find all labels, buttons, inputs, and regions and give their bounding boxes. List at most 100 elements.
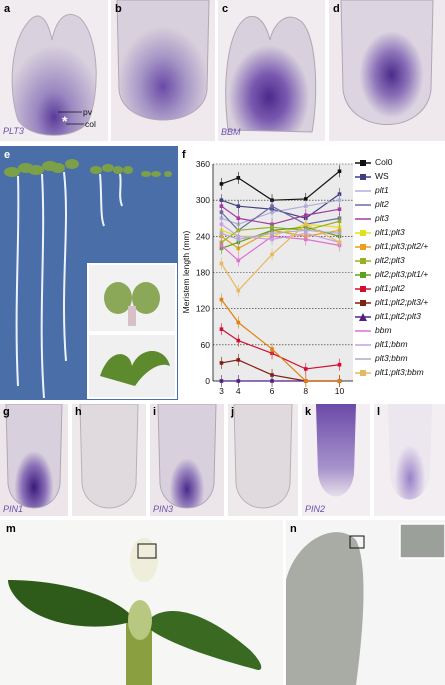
panel-label-f: f	[182, 149, 186, 161]
y-axis-label: Meristem length (mm)	[181, 231, 191, 314]
legend-item: plt2;plt3;plt1/+	[355, 268, 445, 282]
legend-label: plt1;plt3;plt2/+	[375, 241, 429, 251]
x-tick-label: 4	[236, 386, 241, 396]
legend-swatch	[355, 370, 371, 376]
panel-c-image: c BBM	[218, 0, 325, 141]
series-lines	[219, 165, 342, 387]
data-point	[236, 204, 241, 208]
data-point	[219, 216, 224, 221]
seedling-drawing	[8, 538, 262, 685]
root-tip-drawing	[316, 404, 356, 497]
panel-j-image: j	[228, 404, 298, 516]
data-point	[303, 213, 308, 218]
data-point	[236, 358, 241, 362]
data-point	[303, 204, 308, 208]
legend-item: plt1;plt2;plt3	[355, 310, 445, 324]
data-point	[236, 288, 241, 293]
panel-label-b: b	[115, 3, 122, 15]
legend-swatch	[355, 160, 371, 166]
root-tip-drawing	[116, 0, 210, 121]
panel-label-n: n	[290, 523, 297, 535]
meristem-chart: 0 60 120 180 240 300 360 3 4 6 8 10 Meristem lengt…	[181, 159, 353, 396]
y-tick-label: 240	[196, 231, 210, 241]
legend-label: plt2;plt3	[375, 255, 405, 265]
data-point	[236, 237, 241, 242]
data-point	[337, 198, 342, 202]
panel-label-i: i	[153, 406, 157, 418]
data-point	[219, 204, 224, 208]
legend-item: plt1;plt2	[355, 282, 445, 296]
data-point	[303, 237, 308, 242]
panel-label-d: d	[333, 3, 340, 15]
gene-label-pin1: PIN1	[3, 504, 24, 514]
data-point	[270, 231, 274, 236]
data-point	[236, 258, 241, 263]
data-point	[270, 198, 274, 202]
y-tick-label: 60	[201, 340, 211, 350]
legend-label: plt1;plt3	[375, 227, 405, 237]
seedlings-drawing	[0, 146, 178, 400]
panel-label-c: c	[222, 3, 229, 15]
data-point	[219, 182, 224, 186]
legend-swatch	[355, 300, 371, 306]
legend-swatch	[355, 358, 371, 360]
data-point	[303, 222, 308, 227]
legend-item: plt1	[355, 184, 445, 198]
y-axis-ticks: 0 60 120 180 240 300 360	[196, 159, 210, 386]
legend-label: plt2;plt3;plt1/+	[375, 269, 429, 279]
data-point	[219, 361, 224, 365]
annotation-pv: pv	[83, 107, 92, 117]
legend-item: plt1;plt3;bbm	[355, 366, 445, 380]
panel-f-chart: f 0 60 120 180 240 300 360 3 4 6 8 10 Meristem len…	[180, 146, 445, 400]
data-point	[337, 207, 342, 212]
gene-label-plt3: PLT3	[3, 126, 24, 136]
legend-swatch	[355, 204, 371, 206]
panel-i-image: i PIN3	[150, 404, 224, 516]
root-tip-drawing	[5, 404, 63, 509]
panel-k-image: k PIN2	[302, 404, 370, 516]
panel-label-j: j	[231, 406, 235, 418]
legend-label: plt1;bbm	[375, 339, 408, 349]
panel-n-image: n	[286, 520, 445, 685]
root-tip-drawing	[233, 404, 293, 509]
legend-swatch	[355, 218, 371, 220]
legend-item: plt3;bbm	[355, 352, 445, 366]
data-point	[270, 252, 274, 257]
x-tick-label: 3	[219, 386, 224, 396]
data-point	[219, 297, 224, 302]
data-point	[337, 231, 342, 236]
legend-label: plt3	[375, 213, 389, 223]
data-point	[270, 210, 274, 215]
legend-item: plt2;plt3	[355, 254, 445, 268]
data-point	[219, 210, 224, 215]
legend-swatch	[355, 330, 371, 332]
legend-label: plt2	[375, 199, 389, 209]
y-tick-label: 0	[205, 376, 210, 386]
annotation-lines	[58, 111, 84, 125]
legend-label: plt1;plt3;bbm	[375, 367, 424, 377]
legend-item: plt1;plt2;plt3/+	[355, 296, 445, 310]
panel-l-image: l	[374, 404, 445, 516]
annotation-star: *	[62, 113, 68, 129]
legend-label: plt1;plt2	[375, 283, 405, 293]
data-point	[337, 379, 342, 383]
panel-label-h: h	[75, 406, 82, 418]
y-tick-label: 180	[196, 268, 210, 278]
gene-label-pin3: PIN3	[153, 504, 174, 514]
legend-swatch	[355, 244, 371, 250]
data-point	[236, 338, 241, 343]
data-point	[236, 228, 241, 233]
panel-d-image: d	[329, 0, 445, 141]
panel-label-k: k	[305, 406, 312, 418]
legend-label: plt1;plt2;plt3/+	[375, 297, 429, 307]
legend-item: plt1;bbm	[355, 338, 445, 352]
y-tick-label: 300	[196, 195, 210, 205]
legend-swatch	[355, 258, 371, 264]
data-point	[219, 198, 224, 202]
data-point	[270, 347, 274, 351]
annotation-col: col	[85, 119, 96, 129]
y-tick-label: 120	[196, 304, 210, 314]
legend-label: Col0	[375, 157, 393, 167]
legend-swatch	[355, 190, 371, 192]
legend-label: WS	[375, 171, 389, 181]
